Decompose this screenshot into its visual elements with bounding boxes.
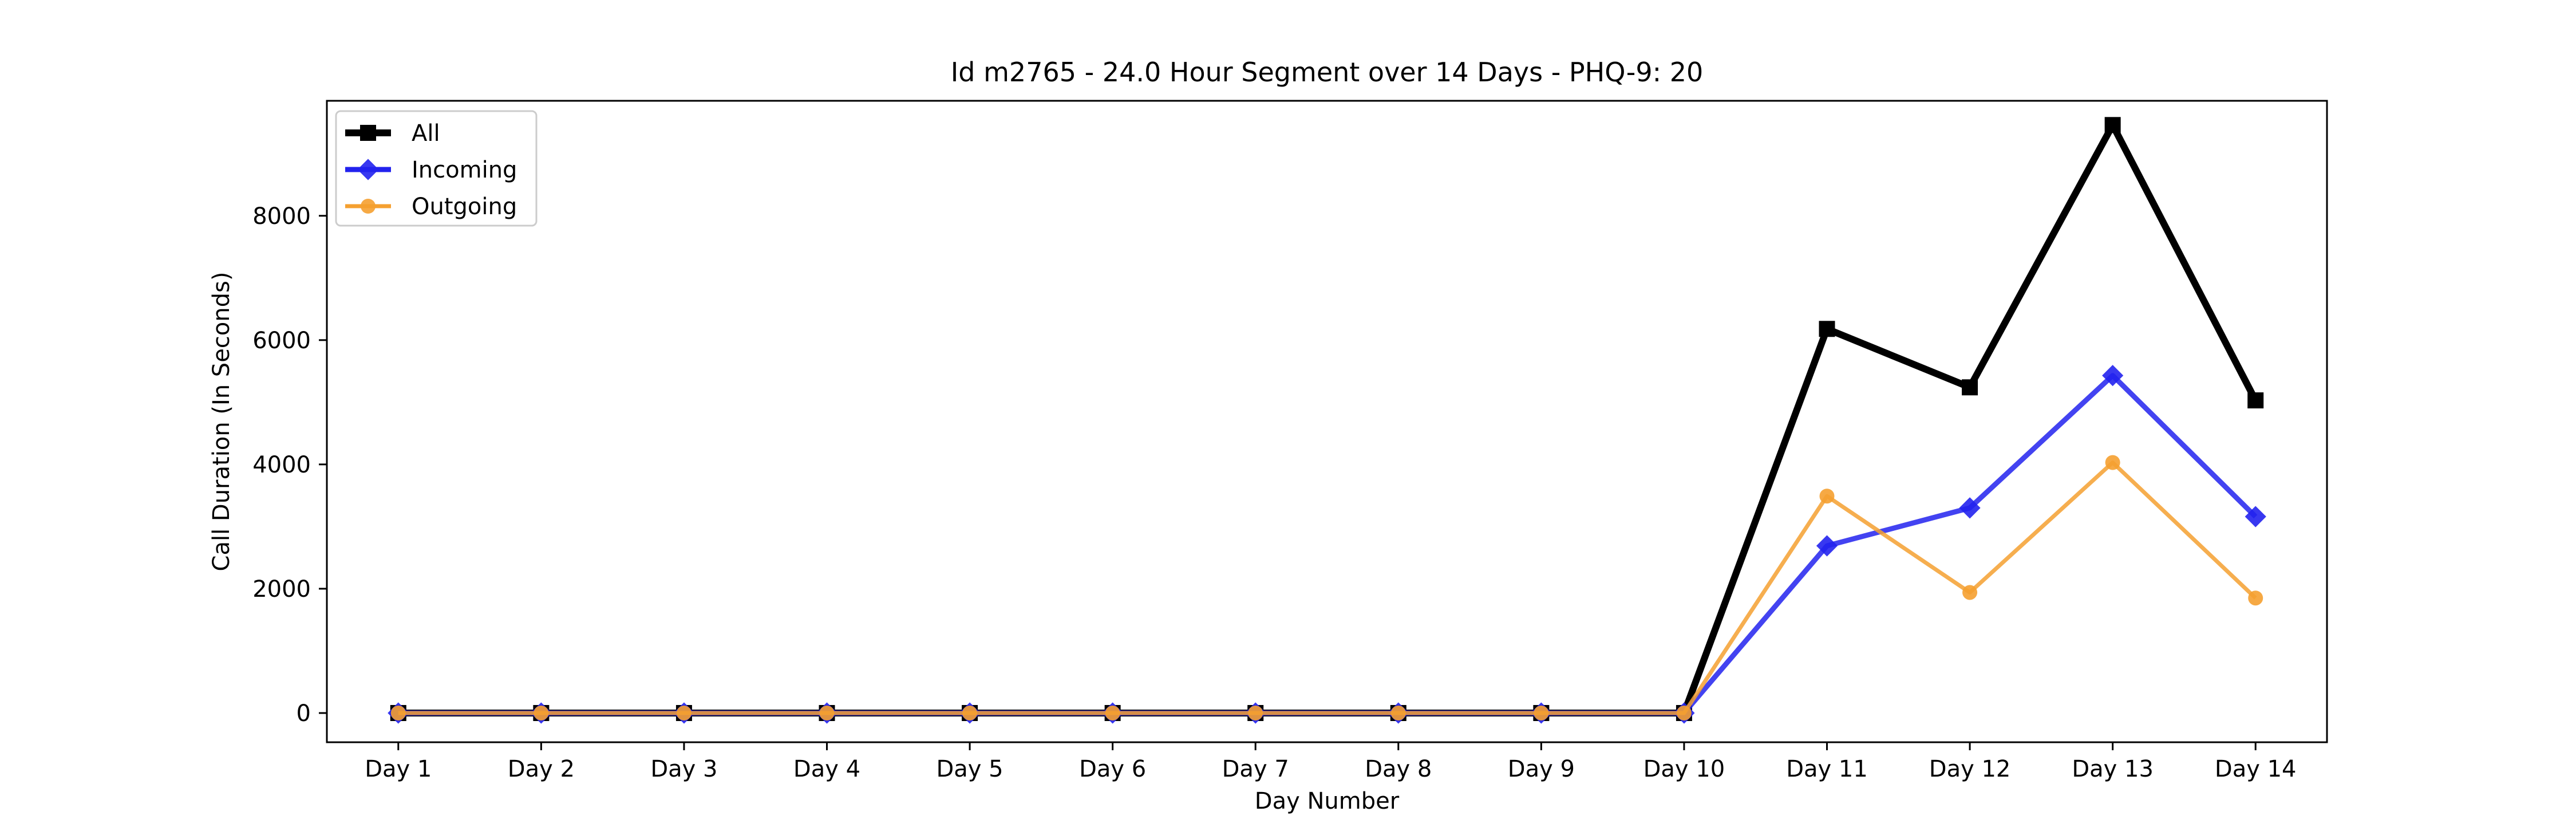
data-point-outgoing [819,705,835,720]
data-point-outgoing [1105,705,1120,720]
legend-item-all: All [345,120,440,147]
x-tick-label: Day 7 [1222,756,1289,782]
x-tick-label: Day 8 [1365,756,1432,782]
legend-swatch-marker [360,125,376,141]
x-tick-label: Day 13 [2072,756,2154,782]
x-tick-label: Day 14 [2215,756,2297,782]
legend-label: All [412,120,440,147]
x-tick-label: Day 3 [650,756,717,782]
legend-item-incoming: Incoming [345,157,517,183]
y-tick-label: 6000 [252,328,311,354]
plot-area-frame [326,100,2328,743]
series-layer [388,117,2266,724]
x-tick-label: Day 6 [1079,756,1146,782]
y-tick-label: 2000 [252,576,311,602]
data-point-outgoing [962,705,978,720]
legend-swatch-marker [361,199,376,214]
legend: All Incoming Outgoing [335,110,538,227]
legend-label: Outgoing [412,194,517,220]
x-tick-label: Day 2 [508,756,575,782]
legend-label: Incoming [412,157,517,183]
data-point-outgoing [1819,489,1835,504]
data-point-incoming [1959,497,1981,519]
axis-ticks: Day 1 Day 2 Day 3 Day 4 Day 5 Day 6 Day 7 Day 8… [252,203,2296,782]
x-tick-label: Day 5 [936,756,1003,782]
y-tick-label: 0 [297,700,311,727]
data-point-all [2247,392,2264,409]
data-point-all [1962,379,1978,396]
data-point-outgoing [2248,590,2263,606]
chart-title: Id m2765 - 24.0 Hour Segment over 14 Day… [951,57,1704,88]
data-point-outgoing [1248,705,1263,720]
data-point-outgoing [390,705,406,720]
y-tick-label: 8000 [252,203,311,230]
x-tick-label: Day 4 [793,756,860,782]
y-axis-label: Call Duration (In Seconds) [208,272,235,572]
data-point-all [2104,117,2121,133]
data-point-outgoing [1534,705,1549,720]
x-tick-label: Day 10 [1643,756,1725,782]
data-point-outgoing [1962,585,1978,600]
y-tick-label: 4000 [252,452,311,478]
legend-item-outgoing: Outgoing [345,194,517,220]
data-point-incoming [2245,506,2266,527]
x-axis-label: Day Number [1255,788,1400,814]
data-point-outgoing [534,705,549,720]
legend-box [335,110,538,227]
data-point-incoming [2102,365,2124,387]
x-tick-label: Day 12 [1929,756,2011,782]
legend-swatch-marker [357,159,379,180]
data-point-outgoing [1676,705,1692,720]
data-point-incoming [1816,535,1838,557]
x-tick-label: Day 11 [1786,756,1868,782]
data-point-all [1819,321,1835,337]
data-point-outgoing [676,705,692,720]
x-tick-label: Day 9 [1508,756,1575,782]
x-tick-label: Day 1 [365,756,432,782]
data-point-outgoing [2105,455,2120,470]
data-point-outgoing [1390,705,1406,720]
series-outgoing [390,455,2263,720]
series-line-outgoing [398,460,2257,715]
